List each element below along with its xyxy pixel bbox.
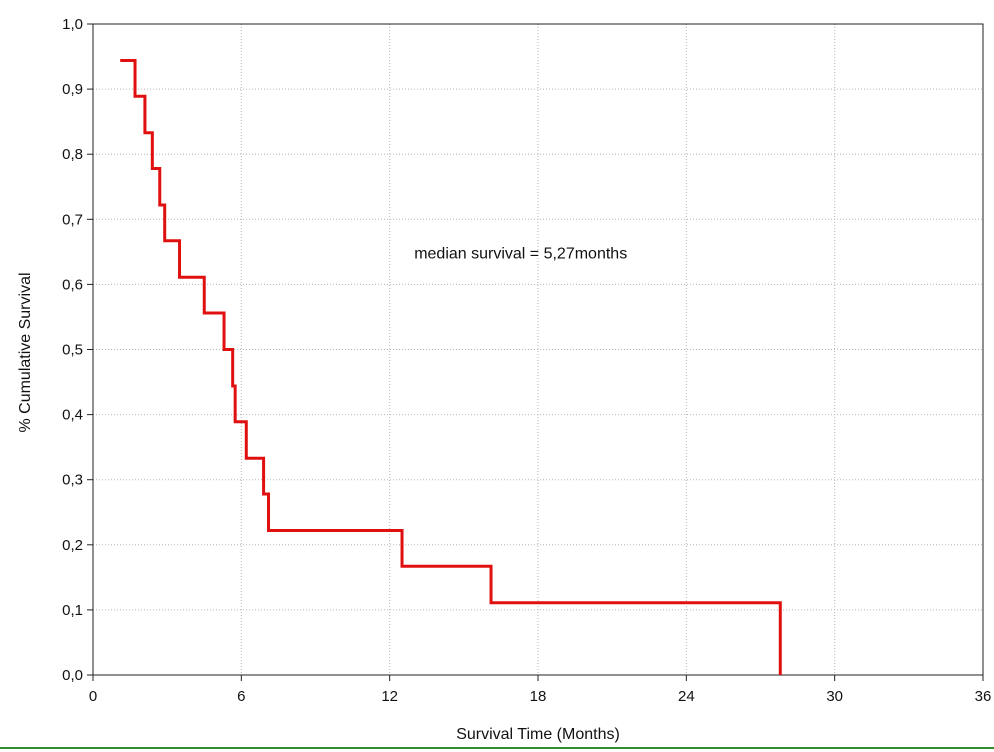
median-survival-annotation: median survival = 5,27months bbox=[414, 245, 627, 262]
y-tick-label: 0,1 bbox=[62, 602, 83, 619]
y-tick-label: 0,4 bbox=[62, 407, 83, 424]
x-axis-title: Survival Time (Months) bbox=[456, 726, 620, 743]
x-tick-label: 6 bbox=[237, 688, 245, 705]
tick-marks bbox=[87, 23, 984, 681]
survival-step-line bbox=[120, 58, 782, 675]
y-tick-label: 0,3 bbox=[62, 472, 83, 489]
y-axis-title: % Cumulative Survival bbox=[17, 272, 34, 432]
x-tick-labels: 0 6 12 18 24 30 36 bbox=[89, 688, 992, 705]
y-tick-label: 0,0 bbox=[62, 667, 83, 684]
y-tick-label: 0,9 bbox=[62, 81, 83, 98]
y-tick-label: 0,5 bbox=[62, 342, 83, 359]
y-tick-labels: 0,0 0,1 0,2 0,3 0,4 0,5 0,6 0,7 0,8 0,9 1,0 bbox=[62, 16, 83, 684]
y-tick-label: 0,6 bbox=[62, 276, 83, 293]
y-tick-label: 0,8 bbox=[62, 146, 83, 163]
x-tick-label: 12 bbox=[381, 688, 398, 705]
x-tick-label: 18 bbox=[530, 688, 547, 705]
y-tick-label: 1,0 bbox=[62, 16, 83, 33]
x-tick-label: 30 bbox=[826, 688, 843, 705]
x-tick-label: 36 bbox=[975, 688, 992, 705]
y-tick-label: 0,7 bbox=[62, 211, 83, 228]
x-tick-label: 24 bbox=[678, 688, 695, 705]
x-tick-label: 0 bbox=[89, 688, 97, 705]
grid-lines bbox=[93, 24, 983, 675]
series-layer bbox=[120, 58, 782, 675]
annotations: median survival = 5,27months bbox=[414, 245, 627, 262]
y-tick-label: 0,2 bbox=[62, 537, 83, 554]
